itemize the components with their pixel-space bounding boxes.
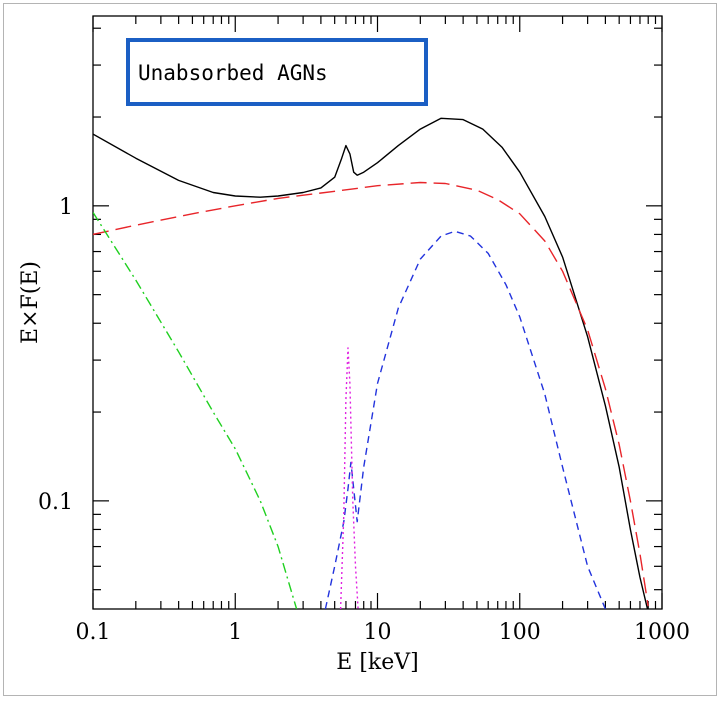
x-tick-label: 0.1: [76, 620, 111, 645]
series-layer: [93, 117, 649, 609]
y-tick-label: 0.1: [38, 490, 73, 515]
plot-area: [92, 15, 663, 610]
series-line-2: [93, 181, 649, 607]
series-line-3: [324, 230, 607, 609]
x-tick-label: 1: [228, 620, 242, 645]
y-tick-label: 1: [59, 195, 73, 220]
legend-text: Unabsorbed AGNs: [138, 61, 328, 85]
y-axis-title: E×F(E): [18, 261, 43, 344]
x-axis-title: E [keV]: [336, 650, 418, 675]
legend-box: Unabsorbed AGNs: [126, 38, 428, 106]
tick-marks: [92, 16, 663, 609]
series-line-5: [93, 212, 298, 609]
x-tick-label: 1000: [634, 620, 690, 645]
series-line-1: [93, 117, 649, 609]
x-tick-label: 10: [364, 620, 392, 645]
chart-svg: 0.1 1 10 100 1000 1 0.1 E [keV] E×F(E) Unabsor…: [18, 15, 690, 675]
figure-frame: 0.1 1 10 100 1000 1 0.1 E [keV] E×F(E) Unabsor…: [3, 3, 717, 696]
legend-border: [126, 38, 428, 106]
x-tick-label: 100: [499, 620, 541, 645]
tick-labels: 0.1 1 10 100 1000 1 0.1: [38, 195, 690, 645]
